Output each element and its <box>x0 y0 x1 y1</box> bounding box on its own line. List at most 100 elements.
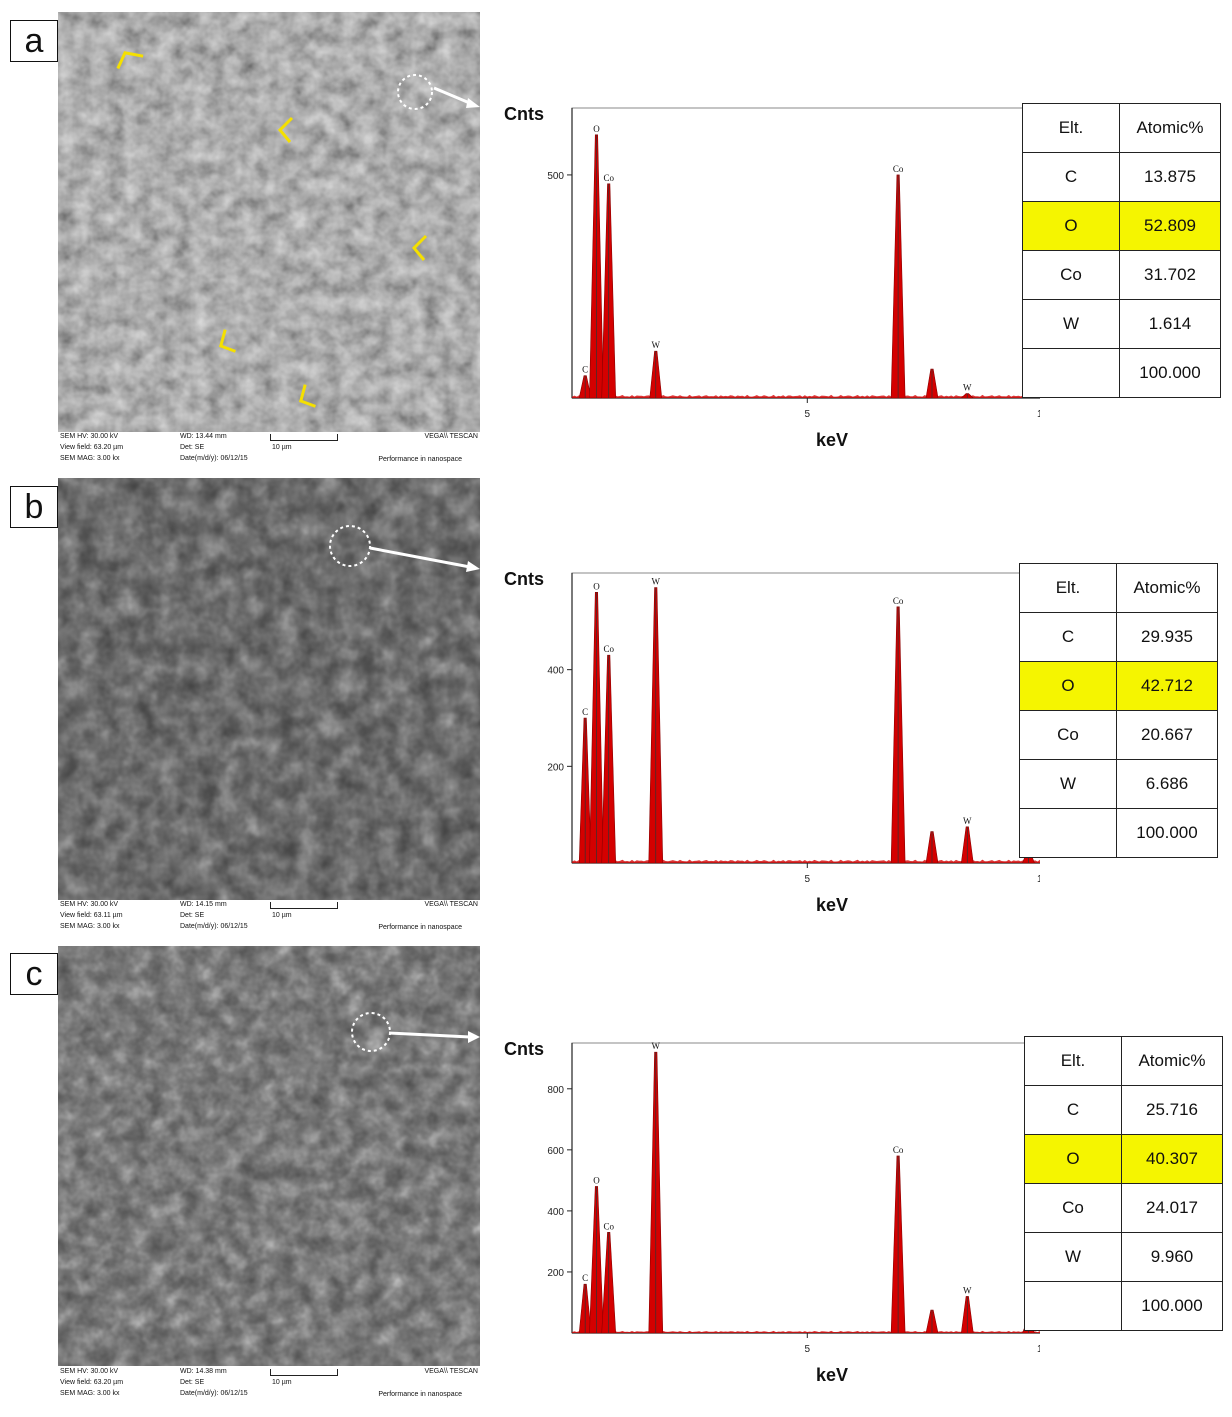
x-tick-label: 5 <box>805 1344 811 1355</box>
table-row: W 1.614 <box>1022 299 1221 349</box>
y-tick-label: 200 <box>547 1268 564 1279</box>
table-cell-element: C <box>1024 1085 1122 1135</box>
sem-view-field: View field: 63.20 µm <box>60 444 124 451</box>
spectrum-baseline <box>572 1330 1040 1333</box>
peak-label: Co <box>603 1221 614 1231</box>
peak-label: W <box>963 1285 972 1295</box>
sem-wd: WD: 14.15 mm <box>180 901 227 908</box>
peak-label: W <box>652 1041 661 1051</box>
scale-bar <box>270 1369 338 1376</box>
sem-scale-label: 10 µm <box>272 912 292 919</box>
peak-label: Co <box>893 1145 904 1155</box>
x-axis-label: keV <box>816 895 848 915</box>
table-row: W 6.686 <box>1019 759 1218 809</box>
table-header: Atomic% <box>1119 103 1221 153</box>
sem-info-bar: SEM HV: 30.00 kV WD: 14.15 mm VEGA\\ TES… <box>58 900 480 936</box>
table-header: Atomic% <box>1116 563 1218 613</box>
table-row: C 29.935 <box>1019 612 1218 662</box>
sem-image <box>58 946 480 1366</box>
table-cell-element <box>1022 348 1120 398</box>
sem-date: Date(m/d/y): 06/12/15 <box>180 455 248 462</box>
peak-label: W <box>963 816 972 826</box>
table-row: 100.000 <box>1022 348 1221 398</box>
table-cell-atomic: 24.017 <box>1121 1183 1223 1233</box>
table-row: 100.000 <box>1024 1281 1223 1331</box>
table-cell-element: W <box>1024 1232 1122 1282</box>
sem-info-bar: SEM HV: 30.00 kV WD: 13.44 mm VEGA\\ TES… <box>58 432 480 468</box>
scale-bar <box>270 434 338 441</box>
x-tick-label: 10 <box>1037 874 1040 885</box>
table-cell-atomic: 100.000 <box>1119 348 1221 398</box>
table-row: W 9.960 <box>1024 1232 1223 1282</box>
sem-det: Det: SE <box>180 1379 205 1386</box>
table-cell-atomic: 25.716 <box>1121 1085 1223 1135</box>
scale-bar <box>270 902 338 909</box>
sem-wd: WD: 14.38 mm <box>180 1368 227 1375</box>
y-tick-label: 500 <box>547 171 564 182</box>
sem-tagline: Performance in nanospace <box>378 456 462 463</box>
composition-table-a: Elt. Atomic% C 13.875 O 52.809 Co 31.702 W 1.614 1… <box>1022 103 1221 398</box>
table-row: 100.000 <box>1019 808 1218 858</box>
spectrum-baseline <box>572 394 1040 398</box>
table-row: C 13.875 <box>1022 152 1221 202</box>
table-header-row: Elt. Atomic% <box>1019 563 1218 613</box>
panel-label: c <box>10 953 58 995</box>
x-tick-label: 5 <box>805 409 811 420</box>
table-cell-element <box>1019 808 1117 858</box>
sem-mag: SEM MAG: 3.00 kx <box>60 1390 120 1397</box>
peak-label: W <box>652 340 661 350</box>
table-header-row: Elt. Atomic% <box>1022 103 1221 153</box>
composition-table-c: Elt. Atomic% C 25.716 O 40.307 Co 24.017 W 9.960 1… <box>1024 1036 1223 1331</box>
table-cell-atomic: 31.702 <box>1119 250 1221 300</box>
table-cell-atomic: 100.000 <box>1116 808 1218 858</box>
y-tick-label: 400 <box>547 1207 564 1218</box>
panel-label: a <box>10 20 58 62</box>
table-header: Atomic% <box>1121 1036 1223 1086</box>
table-header: Elt. <box>1024 1036 1122 1086</box>
sem-vendor: VEGA\\ TESCAN <box>424 1368 478 1375</box>
composition-table-b: Elt. Atomic% C 29.935 O 42.712 Co 20.667 W 6.686 1… <box>1019 563 1218 858</box>
table-cell-atomic: 40.307 <box>1121 1134 1223 1184</box>
table-row: O 52.809 <box>1022 201 1221 251</box>
sem-image <box>58 12 480 432</box>
table-cell-atomic: 13.875 <box>1119 152 1221 202</box>
sem-det: Det: SE <box>180 444 205 451</box>
table-cell-element: O <box>1022 201 1120 251</box>
sem-hv: SEM HV: 30.00 kV <box>60 1368 119 1375</box>
table-cell-atomic: 100.000 <box>1121 1281 1223 1331</box>
table-cell-element: C <box>1022 152 1120 202</box>
sem-view-field: View field: 63.20 µm <box>60 1379 124 1386</box>
table-row: Co 31.702 <box>1022 250 1221 300</box>
sem-micrograph <box>58 478 480 900</box>
peak-label: W <box>963 383 972 393</box>
table-cell-atomic: 29.935 <box>1116 612 1218 662</box>
peak-label: Co <box>893 164 904 174</box>
sem-micrograph <box>58 946 480 1366</box>
table-cell-atomic: 52.809 <box>1119 201 1221 251</box>
x-tick-label: 10 <box>1037 1344 1040 1355</box>
sem-tagline: Performance in nanospace <box>378 1391 462 1398</box>
table-row: C 25.716 <box>1024 1085 1223 1135</box>
table-cell-element: Co <box>1019 710 1117 760</box>
table-cell-atomic: 42.712 <box>1116 661 1218 711</box>
peak-label: W <box>652 577 661 587</box>
y-tick-label: 600 <box>547 1146 564 1157</box>
sem-view-field: View field: 63.11 µm <box>60 912 123 919</box>
table-cell-element: Co <box>1024 1183 1122 1233</box>
sem-scale-label: 10 µm <box>272 444 292 451</box>
sem-hv: SEM HV: 30.00 kV <box>60 433 119 440</box>
x-axis-label: keV <box>816 430 848 450</box>
sem-date: Date(m/d/y): 06/12/15 <box>180 1390 248 1397</box>
peak-label: C <box>582 1273 588 1283</box>
table-cell-element: C <box>1019 612 1117 662</box>
table-cell-element: W <box>1019 759 1117 809</box>
table-header: Elt. <box>1022 103 1120 153</box>
table-cell-atomic: 9.960 <box>1121 1232 1223 1282</box>
x-axis-label: keV <box>816 1365 848 1385</box>
sem-tagline: Performance in nanospace <box>378 924 462 931</box>
peak-label: Co <box>893 596 904 606</box>
eds-spectrum-b: Cnts keV 200 400 5 10 C O Co W Co W <box>504 569 1040 915</box>
sem-vendor: VEGA\\ TESCAN <box>424 901 478 908</box>
table-row: Co 20.667 <box>1019 710 1218 760</box>
x-tick-label: 10 <box>1037 409 1040 420</box>
